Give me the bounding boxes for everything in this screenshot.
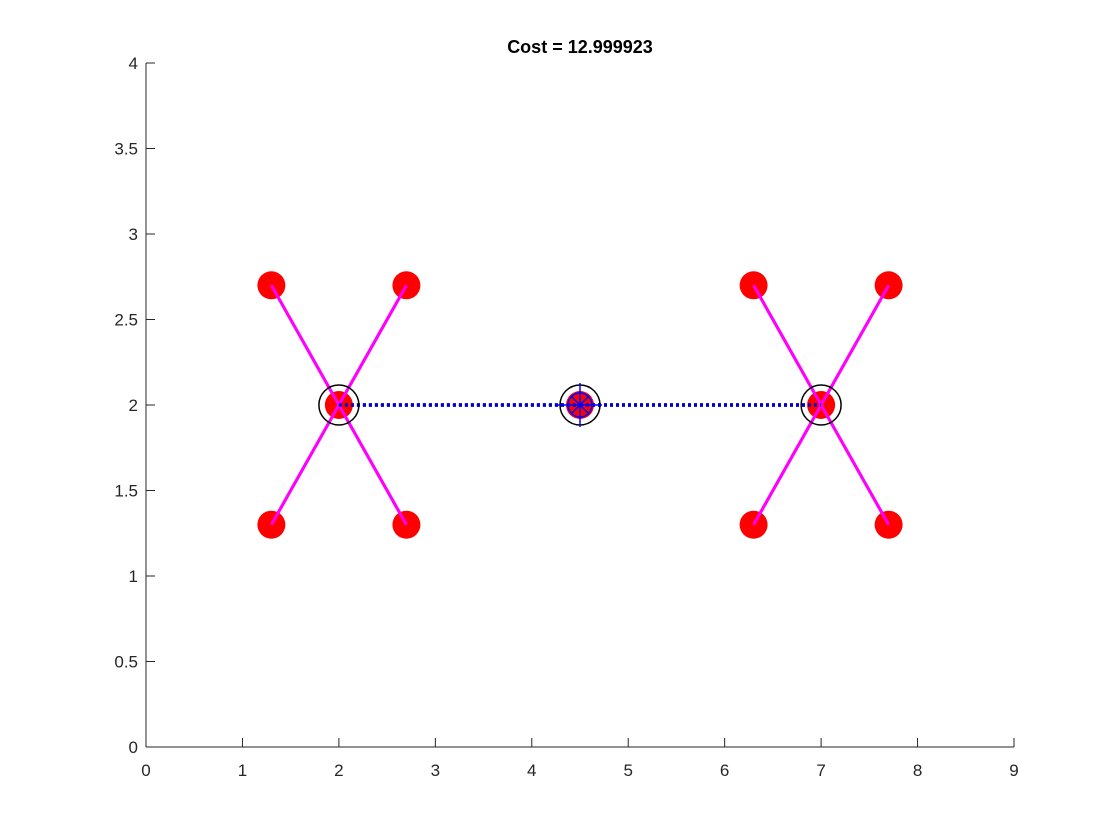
y-tick-label: 0	[129, 738, 138, 757]
y-tick-label: 0.5	[114, 653, 138, 672]
y-tick-label: 3	[129, 225, 138, 244]
x-tick-label: 2	[334, 761, 343, 780]
x-tick-label: 3	[431, 761, 440, 780]
x-tick-label: 0	[141, 761, 150, 780]
chart-title: Cost = 12.999923	[507, 37, 653, 57]
y-tick-label: 1.5	[114, 482, 138, 501]
x-tick-label: 5	[623, 761, 632, 780]
hub-ring	[800, 384, 842, 426]
x-tick-label: 4	[527, 761, 536, 780]
terminal-points	[257, 271, 903, 539]
x-tick-label: 1	[238, 761, 247, 780]
x-tick-label: 7	[816, 761, 825, 780]
x-tick-label: 8	[913, 761, 922, 780]
hub-ring	[318, 384, 360, 426]
y-tick-label: 1	[129, 567, 138, 586]
axes: 0 1 2 3 4 5 6 7 8 9 0 0.5 1 1.5 2 2.5 3 3.5 4	[114, 54, 1018, 780]
y-tick-label: 3.5	[114, 140, 138, 159]
y-tick-label: 2	[129, 396, 138, 415]
y-tick-label: 4	[129, 54, 138, 73]
x-tick-label: 9	[1009, 761, 1018, 780]
x-tick-label: 6	[720, 761, 729, 780]
center-diag-2	[570, 395, 590, 415]
y-tick-label: 2.5	[114, 311, 138, 330]
center-marker	[558, 383, 602, 427]
